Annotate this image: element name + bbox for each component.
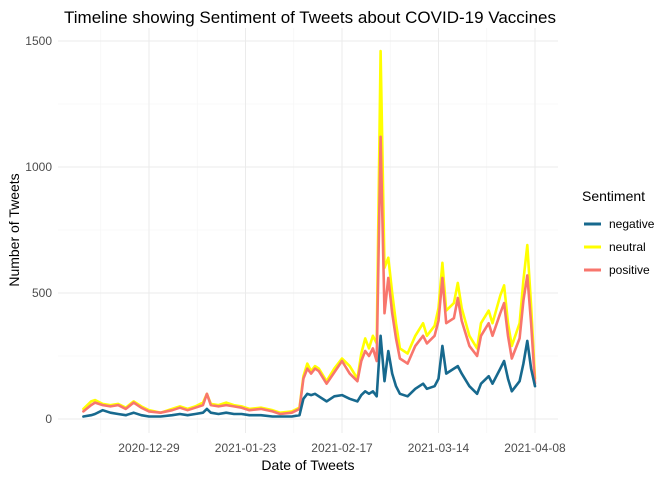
series-line-negative	[82, 334, 537, 418]
legend-title: Sentiment	[582, 188, 645, 204]
y-axis-ticks: 0 500 1000 1500	[25, 34, 52, 426]
legend-label-positive: positive	[609, 263, 650, 277]
y-axis-title: Number of Tweets	[6, 173, 22, 286]
legend-label-neutral: neutral	[609, 240, 646, 254]
x-tick-label: 2021-03-14	[408, 441, 470, 455]
y-tick-label: 1000	[25, 160, 52, 174]
x-tick-label: 2021-02-17	[311, 441, 373, 455]
x-tick-label: 2020-12-29	[118, 441, 180, 455]
series-layer	[82, 49, 537, 418]
y-tick-label: 500	[32, 286, 52, 300]
x-tick-label: 2021-01-23	[215, 441, 277, 455]
x-axis-ticks: 2020-12-29 2021-01-23 2021-02-17 2021-03-14…	[118, 441, 566, 455]
legend-label-negative: negative	[609, 217, 655, 231]
chart-title: Timeline showing Sentiment of Tweets abo…	[64, 8, 556, 27]
y-tick-label: 0	[45, 412, 52, 426]
x-tick-label: 2021-04-08	[504, 441, 566, 455]
gridlines	[58, 28, 558, 433]
x-axis-title: Date of Tweets	[261, 457, 354, 473]
series-line-neutral	[82, 49, 537, 414]
y-tick-label: 1500	[25, 34, 52, 48]
legend: Sentiment negative neutral positive	[582, 188, 655, 277]
series-line-positive	[82, 135, 537, 416]
